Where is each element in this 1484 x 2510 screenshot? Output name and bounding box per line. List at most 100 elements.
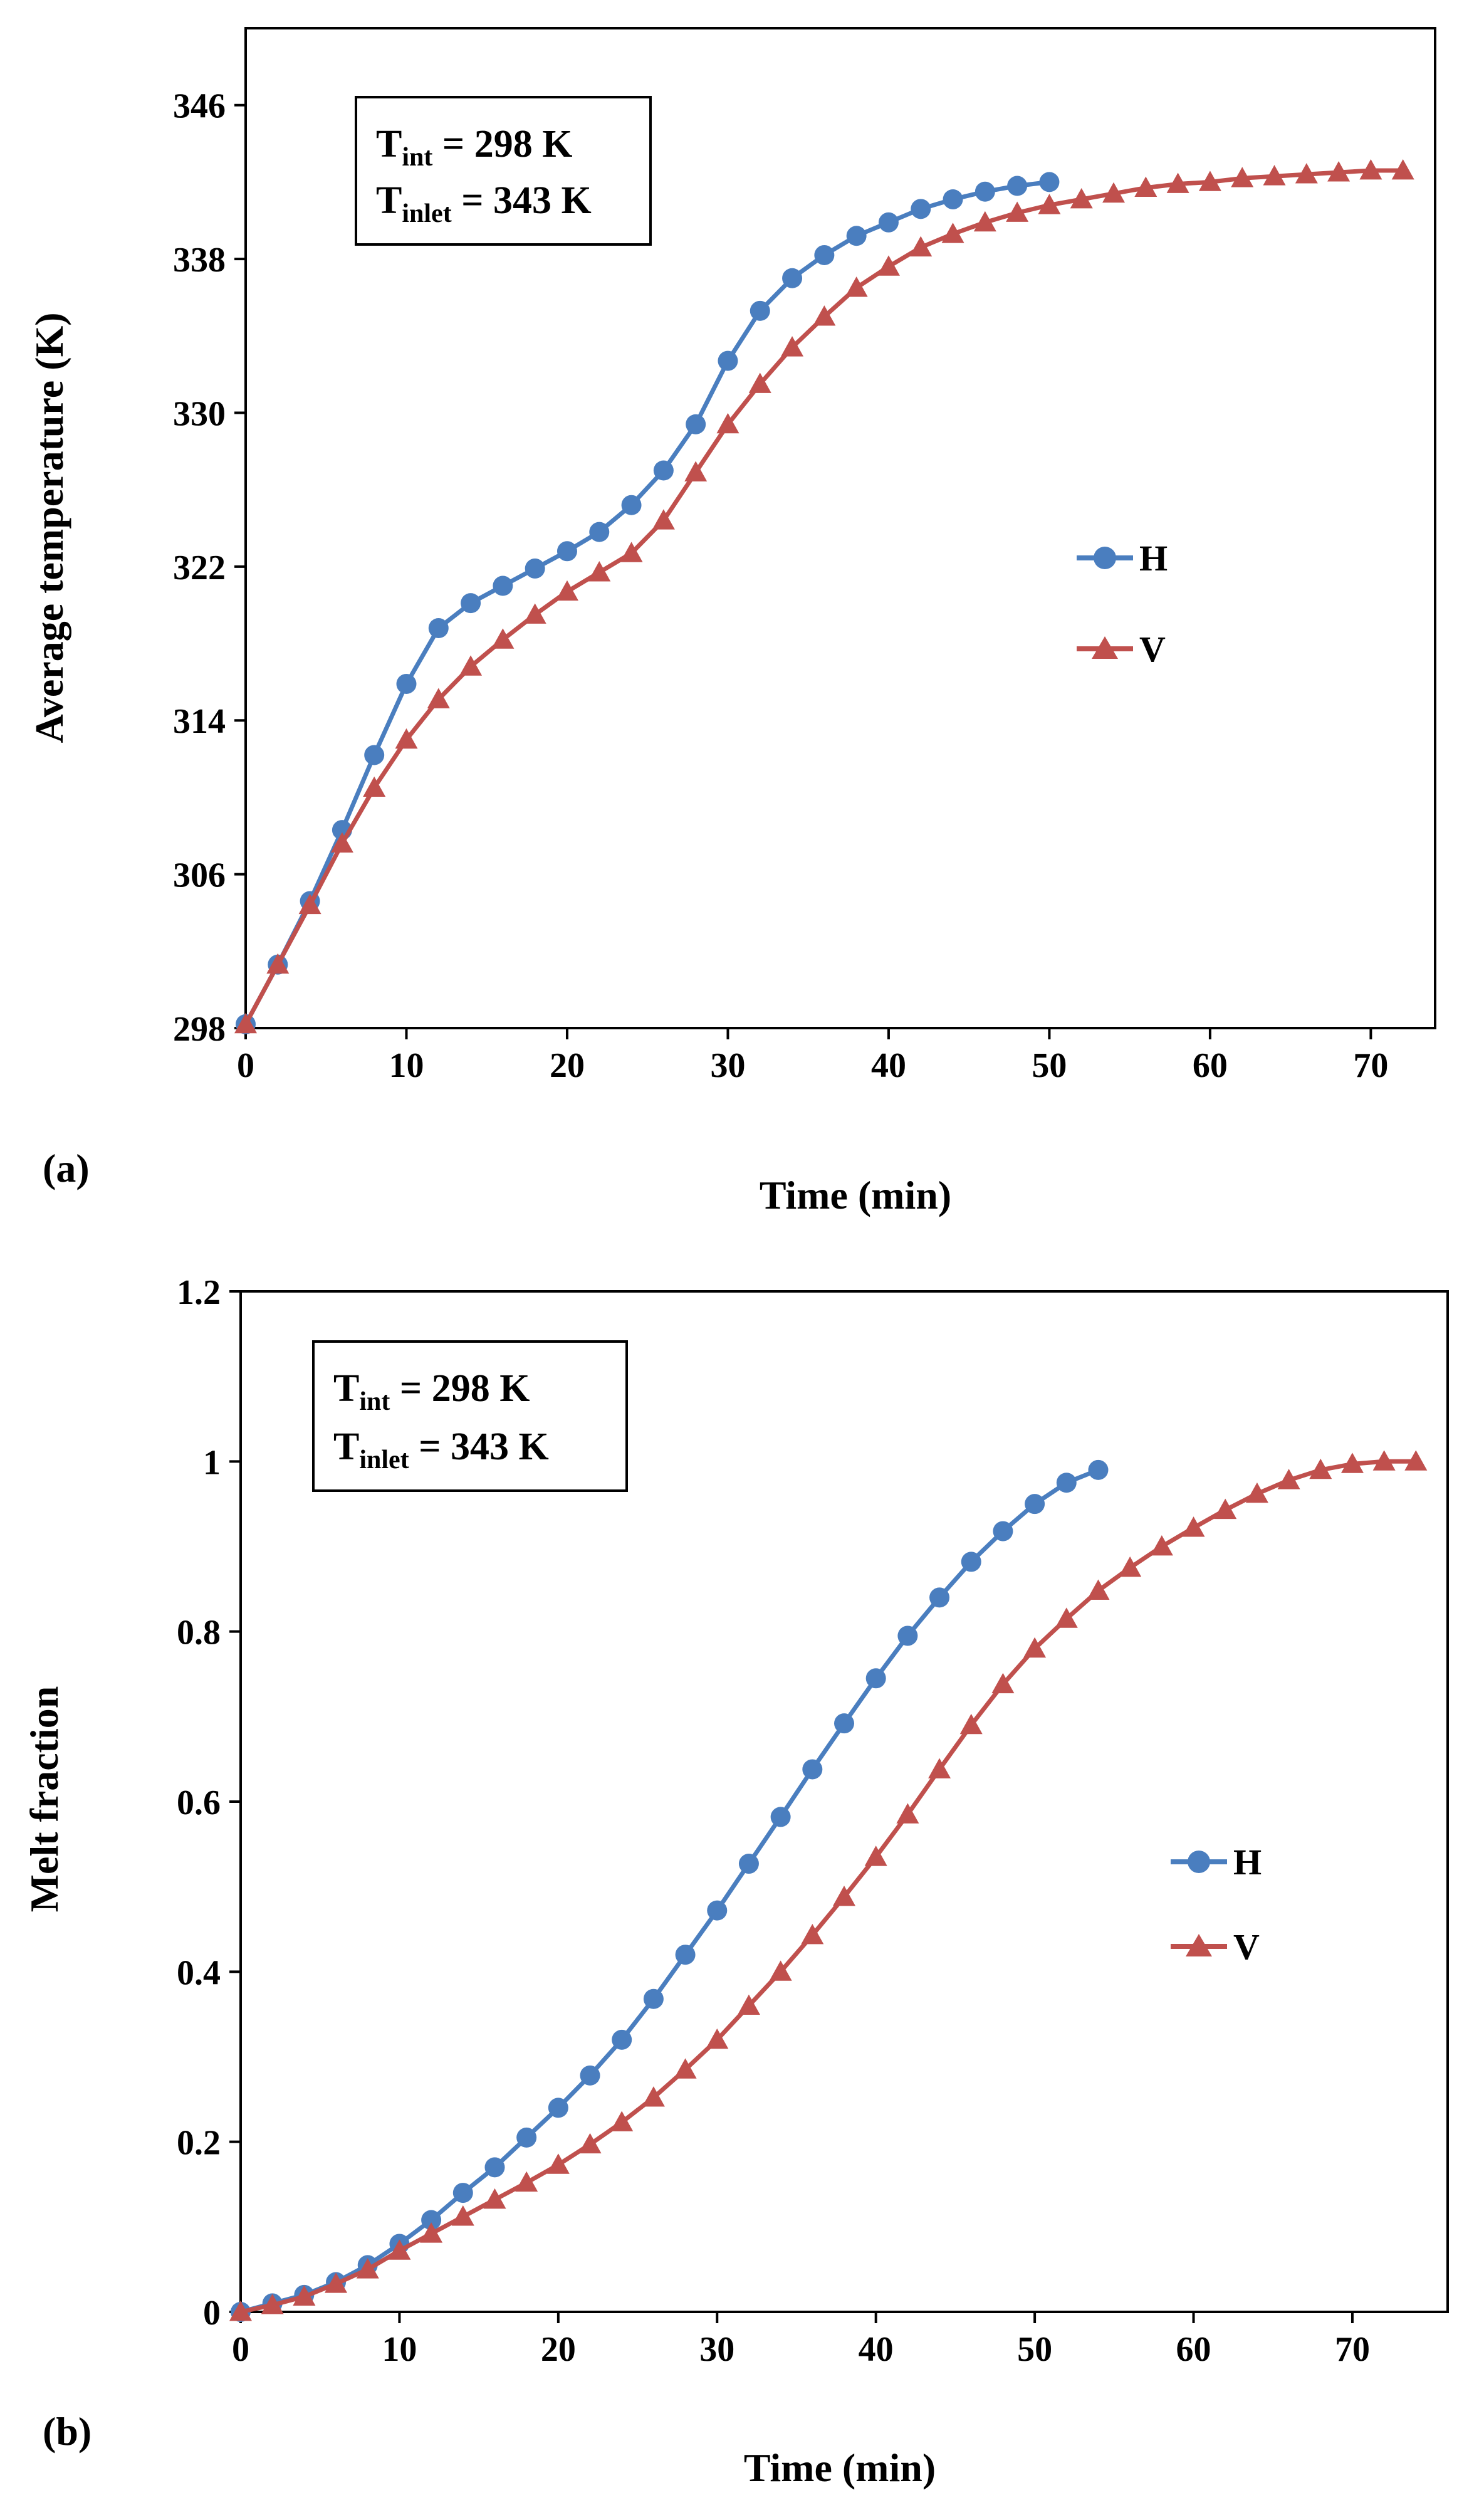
data-point-h xyxy=(1056,1473,1077,1493)
data-point-h xyxy=(961,1552,981,1572)
data-point-v xyxy=(1119,1556,1142,1577)
data-point-h xyxy=(461,593,481,614)
data-point-v xyxy=(706,2028,729,2049)
data-point-v xyxy=(864,1846,887,1866)
conditions-box: Tint = 298 K Tinlet = 343 K xyxy=(355,96,652,246)
data-point-h xyxy=(580,2065,600,2086)
data-point-v xyxy=(555,580,578,601)
data-point-h xyxy=(1007,176,1028,196)
data-point-v xyxy=(642,2086,665,2107)
y-tick-label: 1 xyxy=(203,1443,221,1482)
data-point-h xyxy=(993,1521,1013,1541)
data-point-h xyxy=(525,558,545,579)
data-point-h xyxy=(1039,172,1060,192)
x-tick-label: 70 xyxy=(1335,2330,1370,2369)
x-tick-label: 30 xyxy=(699,2330,734,2369)
data-point-v xyxy=(1023,1637,1047,1658)
data-point-v xyxy=(578,2133,602,2154)
data-point-v xyxy=(610,2111,634,2131)
data-point-v xyxy=(1038,194,1061,214)
x-tick-label: 60 xyxy=(1176,2330,1211,2369)
data-point-v xyxy=(1277,1469,1300,1489)
data-point-h xyxy=(1025,1494,1045,1515)
y-tick-label: 0.2 xyxy=(177,2124,221,2163)
t-inlet-symbol: T xyxy=(333,1426,359,1468)
data-point-v xyxy=(330,832,353,853)
data-point-v xyxy=(684,461,708,481)
data-point-v xyxy=(515,2171,538,2192)
legend-h-label: H xyxy=(1233,1842,1262,1882)
data-point-h xyxy=(675,1945,696,1965)
data-point-v xyxy=(1404,1450,1428,1471)
data-point-h xyxy=(802,1759,823,1780)
series-layer xyxy=(229,1450,1428,2322)
data-point-v xyxy=(845,276,868,297)
data-point-v xyxy=(1372,1450,1396,1471)
data-point-h xyxy=(364,745,385,765)
legend-v-marker xyxy=(1092,636,1118,659)
x-tick-label: 10 xyxy=(382,2330,417,2369)
t-int-value: = 298 K xyxy=(390,1367,530,1410)
data-point-h xyxy=(718,350,738,371)
data-point-h xyxy=(653,460,674,481)
data-point-v xyxy=(737,1994,760,2015)
data-point-h xyxy=(452,2183,473,2203)
data-point-v xyxy=(523,603,546,624)
data-point-h xyxy=(686,414,706,434)
data-point-v xyxy=(451,2205,474,2226)
data-point-v xyxy=(1070,187,1093,209)
t-inlet-value: = 343 K xyxy=(452,179,592,222)
legend-v-marker xyxy=(1186,1934,1212,1956)
data-point-v xyxy=(420,2222,443,2243)
panel-a-temperature-chart: 0 10 20 30 40 50 60 70 298 306 314 322 330 338 346 Tin… xyxy=(27,27,1436,1217)
data-point-h xyxy=(834,1713,854,1734)
data-point-v xyxy=(973,211,996,232)
data-point-v xyxy=(1340,1452,1364,1473)
data-point-h xyxy=(878,212,899,233)
data-point-v xyxy=(928,1758,951,1778)
data-point-v xyxy=(546,2153,570,2174)
data-point-v xyxy=(1359,159,1382,180)
y-axis-title: Average temperature (K) xyxy=(27,312,71,743)
series-line-h xyxy=(243,179,1050,1026)
data-point-h xyxy=(612,2029,632,2050)
t-int-subscript: int xyxy=(402,143,432,172)
data-point-v xyxy=(1087,1579,1110,1600)
x-axis-title: Time (min) xyxy=(760,1173,951,1217)
data-point-h xyxy=(897,1625,918,1646)
t-inlet-subscript: inlet xyxy=(359,1446,409,1474)
y-tick-label: 0 xyxy=(203,2294,221,2333)
data-point-h xyxy=(782,268,803,288)
plot-area-frame xyxy=(244,27,1436,1029)
x-tick-label: 60 xyxy=(1193,1046,1228,1085)
data-point-v xyxy=(716,412,739,434)
data-point-v xyxy=(298,893,321,915)
legend-v-label: V xyxy=(1233,1926,1260,1967)
panel-label: (b) xyxy=(43,2409,91,2454)
x-tick-label: 0 xyxy=(232,2330,249,2369)
data-point-v xyxy=(1134,176,1157,197)
data-point-v xyxy=(781,336,804,357)
svg-text:Tint = 298 K: Tint = 298 K xyxy=(376,123,572,172)
data-point-v xyxy=(356,2258,379,2279)
y-tick-label: 298 xyxy=(173,1010,226,1049)
data-point-h xyxy=(846,226,867,246)
data-point-h xyxy=(943,189,963,209)
data-point-v xyxy=(877,255,900,276)
y-tick-label: 314 xyxy=(173,702,226,741)
data-point-h xyxy=(865,1668,886,1689)
x-tick-label: 30 xyxy=(710,1046,745,1085)
data-point-h xyxy=(770,1807,791,1827)
data-point-v xyxy=(229,2301,252,2321)
data-point-v xyxy=(801,1923,824,1945)
y-tick-label: 0.6 xyxy=(177,1783,221,1822)
data-point-h xyxy=(396,673,417,694)
data-point-h xyxy=(975,181,995,202)
data-point-v xyxy=(325,2272,348,2293)
data-point-h xyxy=(516,2127,537,2148)
data-point-v xyxy=(1391,159,1414,180)
data-point-v xyxy=(748,372,771,393)
svg-text:Tint = 298 K: Tint = 298 K xyxy=(333,1367,530,1416)
data-point-h xyxy=(556,541,577,562)
y-tick-label: 346 xyxy=(173,87,226,126)
